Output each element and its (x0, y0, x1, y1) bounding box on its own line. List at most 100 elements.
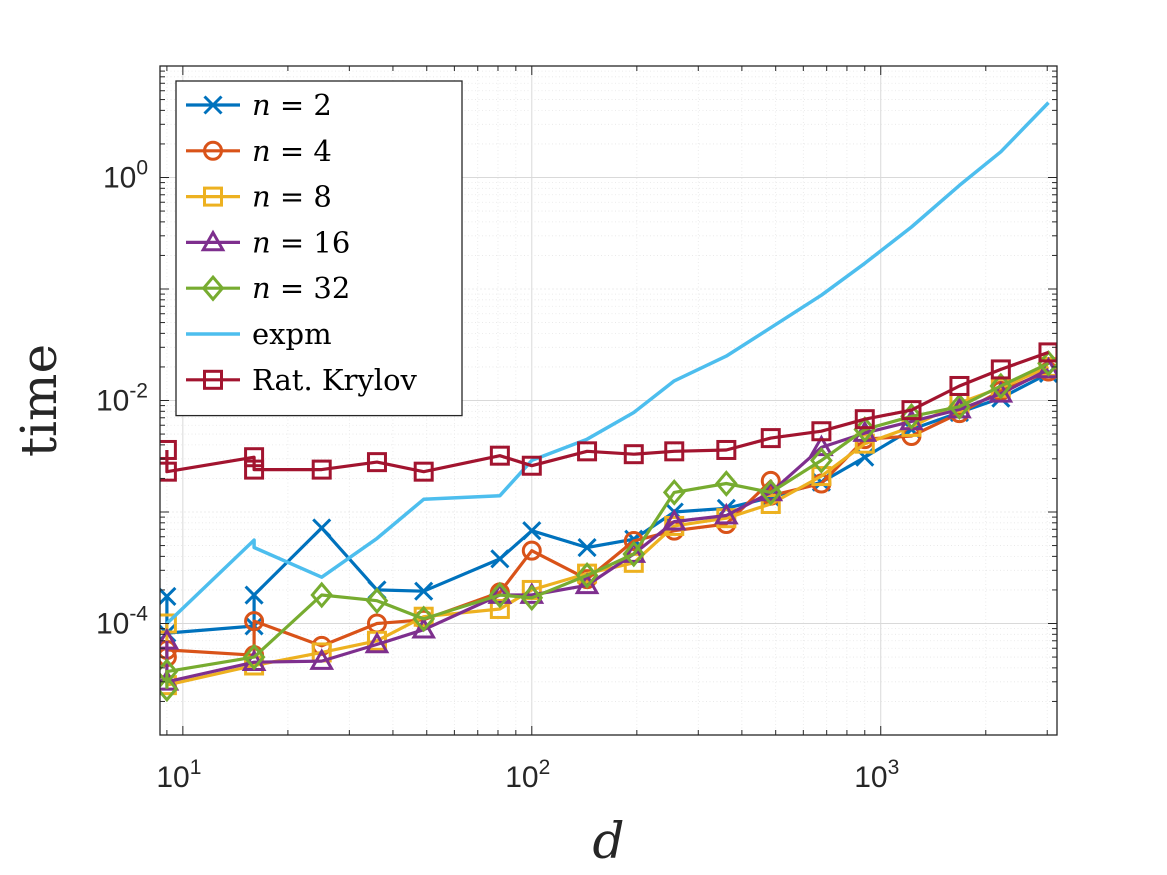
y-tick-label: 10-4 (96, 603, 148, 641)
series-line (165, 101, 1050, 625)
data-point (989, 372, 1013, 400)
data-point (759, 478, 783, 506)
marker-x-stroke (490, 549, 510, 569)
legend-marker (203, 140, 223, 161)
x-axis-label: d (592, 812, 624, 870)
marker-x-stroke (577, 537, 597, 558)
data-point (811, 421, 832, 442)
series-rat-krylov (160, 342, 1057, 482)
legend-marker (201, 274, 225, 302)
legend-label-variable: n (252, 88, 271, 122)
legend-label-text: expm (252, 317, 332, 351)
data-point (716, 439, 737, 460)
data-point (244, 585, 264, 605)
legend-entry: n = 16 (186, 225, 350, 259)
x-tick-base: 10 (505, 761, 538, 794)
x-tick-labels: 101 102 103 (156, 756, 899, 794)
data-point (242, 643, 266, 671)
data-point (621, 541, 647, 563)
legend-label: n = 32 (252, 271, 350, 305)
data-point (990, 359, 1011, 380)
legend-label-text: = 32 (271, 271, 351, 305)
legend-label-text: = 2 (271, 88, 332, 122)
legend-entry: n = 4 (186, 134, 332, 168)
data-point (244, 459, 265, 480)
data-point (810, 447, 833, 474)
y-tick-base: 10 (96, 608, 129, 641)
x-tick-label: 101 (156, 756, 201, 794)
legend-label: n = 2 (252, 88, 332, 122)
legend-marker (203, 369, 223, 390)
legend-marker (200, 229, 226, 252)
data-point (853, 416, 877, 443)
data-point (664, 441, 685, 462)
data-point (487, 582, 513, 604)
legend-label: Rat. Krylov (252, 363, 418, 397)
legend-label-variable: n (252, 271, 271, 305)
legend-entry: n = 32 (186, 271, 350, 305)
data-point (662, 478, 686, 506)
y-tick-base: 10 (96, 385, 129, 418)
x-tick-base: 10 (854, 761, 887, 794)
series-line (165, 361, 1050, 689)
y-tick-exponent: 0 (136, 157, 148, 180)
data-point (311, 459, 332, 480)
data-point (160, 586, 177, 606)
data-point (244, 447, 265, 468)
legend-label: n = 4 (252, 134, 332, 168)
legend-label: expm (252, 317, 332, 351)
data-point (365, 587, 389, 615)
x-tick-label: 102 (505, 756, 550, 794)
data-point (413, 461, 434, 482)
data-point (901, 400, 922, 421)
data-point (490, 549, 510, 569)
legend-entry: n = 8 (186, 180, 332, 214)
data-point (160, 439, 177, 460)
data-point (414, 581, 434, 601)
data-point (489, 598, 510, 619)
legend-label-variable: n (252, 225, 271, 259)
legend-label-variable: n (252, 134, 271, 168)
y-tick-label: 10-2 (96, 380, 148, 418)
tick-marks (160, 65, 1057, 736)
y-axis-label: time (10, 344, 68, 457)
data-point (411, 616, 437, 639)
data-point (577, 441, 598, 462)
x-tick-label: 103 (854, 756, 899, 794)
data-point (366, 452, 387, 473)
legend-label-text: = 4 (271, 134, 332, 168)
data-point (854, 409, 875, 430)
legend-marker (203, 95, 223, 115)
data-point (488, 581, 512, 609)
x-tick-base: 10 (156, 761, 189, 794)
data-point (489, 445, 510, 466)
data-point (312, 518, 332, 538)
data-point (577, 537, 597, 558)
legend-label: n = 16 (252, 225, 350, 259)
x-tick-exponent: 3 (888, 756, 900, 779)
data-point (160, 669, 180, 691)
series-expm (165, 101, 1050, 625)
marker-x-stroke (203, 95, 223, 115)
data-point (522, 521, 542, 541)
data-point (760, 470, 781, 491)
data-point (809, 434, 834, 457)
grid (160, 65, 1057, 736)
data-point (760, 493, 781, 514)
data-point (310, 581, 334, 609)
legend-label-variable: n (252, 180, 271, 214)
y-tick-label: 100 (103, 157, 148, 195)
data-point (160, 627, 180, 650)
y-tick-exponent: -4 (129, 603, 148, 626)
marker-x-stroke (312, 518, 332, 538)
data-point (160, 461, 177, 482)
data-point (412, 605, 436, 633)
data-point (948, 393, 971, 421)
legend-entry: n = 2 (186, 88, 332, 122)
data-point (364, 631, 390, 654)
y-tick-exponent: -2 (129, 380, 148, 403)
legend-entry: expm (186, 317, 332, 351)
plot-series-group (160, 101, 1057, 703)
